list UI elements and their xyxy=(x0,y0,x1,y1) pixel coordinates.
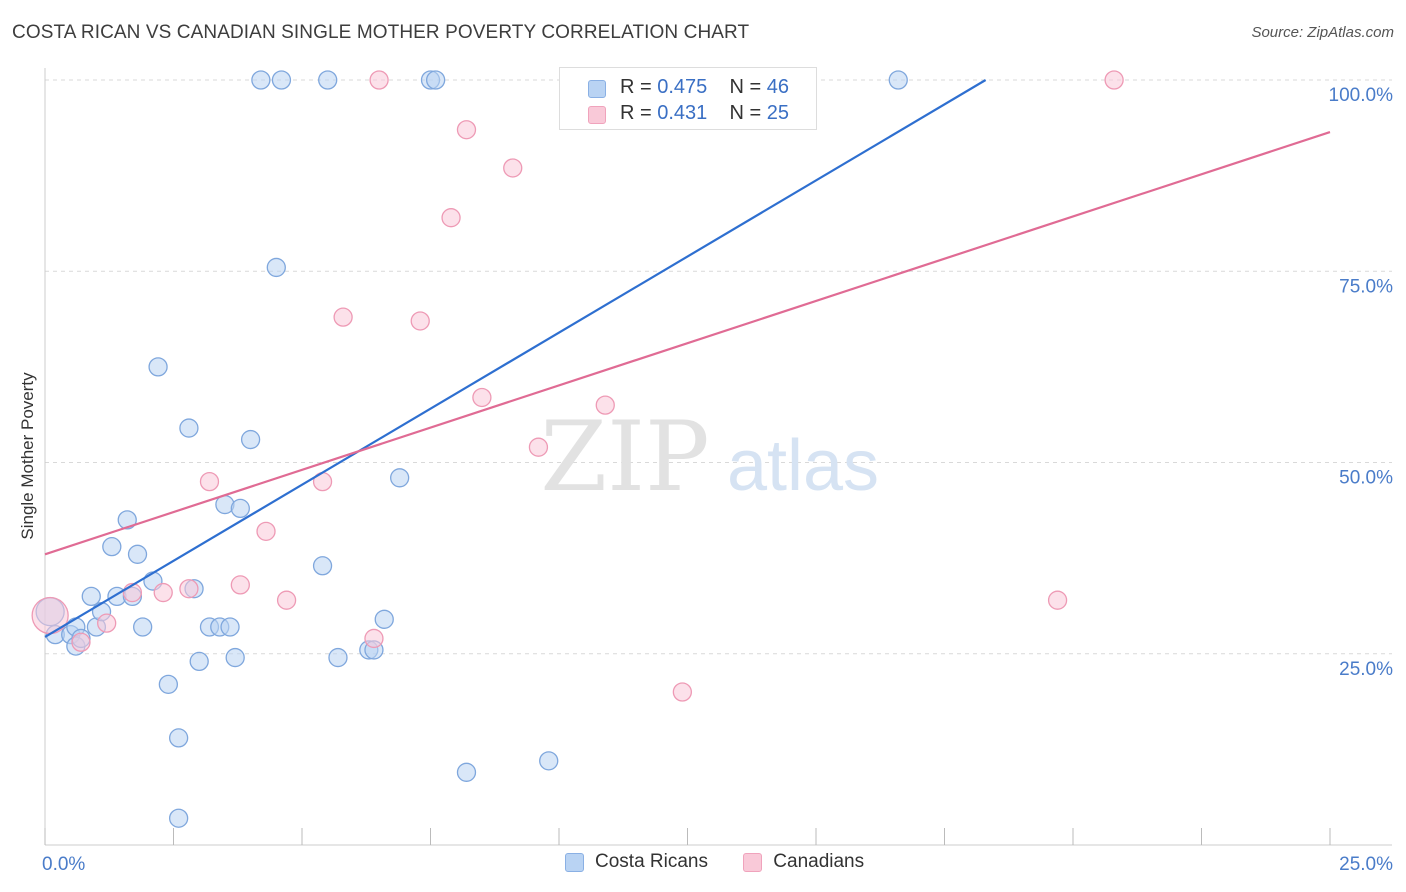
r-value: 0.431 xyxy=(657,102,708,124)
legend-swatch-pink xyxy=(588,106,606,124)
costa-rican-point xyxy=(127,544,148,564)
costa-rican-trend-line xyxy=(44,79,987,638)
legend-label: Costa Ricans xyxy=(595,851,708,872)
costa-rican-point xyxy=(240,429,261,450)
costa-rican-point xyxy=(189,651,209,672)
canadian-trend-line xyxy=(44,130,1331,556)
costa-rican-point xyxy=(328,647,348,668)
canadian-point xyxy=(410,311,430,331)
y-tick-label: 25.0% xyxy=(1339,659,1393,680)
costa-rican-point xyxy=(220,617,240,637)
costa-rican-point xyxy=(456,762,477,782)
n-label: N = xyxy=(729,76,767,98)
gridlines xyxy=(45,79,1392,655)
axes xyxy=(44,68,1392,846)
costa-rican-point xyxy=(318,70,338,90)
r-label: R = xyxy=(620,102,658,124)
y-tick-label: 75.0% xyxy=(1339,276,1393,297)
watermark-zip: ZIP xyxy=(540,401,709,513)
canadian-point xyxy=(333,307,353,327)
watermark-atlas: atlas xyxy=(727,426,879,506)
canadian-point xyxy=(528,437,549,457)
canadian-point xyxy=(364,628,384,649)
canadian-point xyxy=(71,632,91,652)
canadian-point xyxy=(1104,70,1124,90)
r-label: R = xyxy=(620,76,658,98)
legend-swatch-blue xyxy=(588,80,606,98)
legend-swatch-blue xyxy=(565,853,584,872)
costa-rican-point xyxy=(251,70,271,90)
costa-rican-point xyxy=(374,609,394,629)
data-points xyxy=(31,70,1124,828)
costa-rican-point xyxy=(158,674,179,694)
canadian-point xyxy=(1047,590,1068,610)
costa-rican-point xyxy=(266,257,286,278)
canadian-point xyxy=(441,208,461,228)
trend-lines xyxy=(44,79,1331,638)
tick-labels: 25.0% 50.0% 75.0% 100.0% 0.0% 25.0% xyxy=(42,85,1393,875)
correlation-legend: R = 0.475 N = 46 R = 0.431 N = 25 xyxy=(559,67,817,130)
n-value: 25 xyxy=(766,102,790,124)
costa-rican-point xyxy=(888,70,908,90)
canadian-point xyxy=(276,590,297,610)
costa-rican-point xyxy=(117,510,137,530)
costa-rican-point xyxy=(539,751,559,771)
n-label: N = xyxy=(729,102,767,124)
canadian-point xyxy=(179,579,199,599)
legend-item-costa-ricans[interactable]: Costa Ricans xyxy=(565,851,708,873)
canadian-point xyxy=(256,521,276,541)
n-value: 46 xyxy=(766,76,790,98)
costa-rican-point xyxy=(312,556,333,576)
costa-rican-point xyxy=(168,808,189,828)
chart-title: COSTA RICAN VS CANADIAN SINGLE MOTHER PO… xyxy=(12,22,750,43)
costa-rican-point xyxy=(148,357,168,377)
costa-rican-point xyxy=(133,617,153,637)
x-tick-label: 25.0% xyxy=(1339,854,1393,875)
y-tick-label: 50.0% xyxy=(1339,468,1393,489)
x-tick-label: 0.0% xyxy=(42,854,85,875)
costa-rican-point xyxy=(225,647,245,668)
canadian-point xyxy=(503,158,523,178)
r-value: 0.475 xyxy=(657,76,708,98)
costa-rican-point xyxy=(390,468,410,488)
canadian-point xyxy=(369,70,389,90)
legend-label: Canadians xyxy=(773,851,865,872)
costa-rican-point xyxy=(271,70,292,90)
canadian-point xyxy=(97,613,117,633)
series-legend: Costa Ricans Canadians xyxy=(565,851,894,873)
legend-swatch-pink xyxy=(743,853,763,872)
costa-rican-point xyxy=(81,586,101,607)
canadian-point xyxy=(472,387,492,408)
costa-rican-point xyxy=(425,70,446,90)
y-axis-label: Single Mother Poverty xyxy=(18,372,37,540)
canadian-point xyxy=(199,471,220,492)
canadian-point xyxy=(31,596,69,635)
y-tick-label: 100.0% xyxy=(1329,85,1394,106)
canadian-point xyxy=(230,575,250,595)
source-label: Source: ZipAtlas.com xyxy=(1251,24,1394,41)
costa-rican-point xyxy=(179,418,199,438)
canadian-point xyxy=(456,120,477,140)
costa-rican-point xyxy=(230,498,250,519)
costa-rican-point xyxy=(102,537,122,557)
canadian-point xyxy=(153,582,173,603)
canadian-point xyxy=(672,682,693,702)
canadian-point xyxy=(595,395,615,415)
legend-item-canadians[interactable]: Canadians xyxy=(743,851,864,873)
costa-rican-point xyxy=(168,728,189,748)
